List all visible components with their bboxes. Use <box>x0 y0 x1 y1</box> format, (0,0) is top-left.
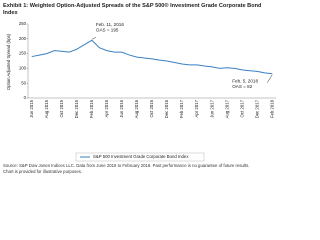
x-tick-label: Apr 2016 <box>104 99 109 117</box>
footer: Chart is provided for illustrative purpo… <box>3 169 82 174</box>
x-tick-label: Jun 2015 <box>29 99 34 117</box>
y-tick-label: 100 <box>19 66 27 71</box>
x-tick-label: Aug 2016 <box>134 99 139 118</box>
y-tick-label: 50 <box>21 80 26 85</box>
annotation: OAS = 195 <box>96 28 119 33</box>
legend-frame <box>75 152 205 162</box>
x-tick-label: Dec 2016 <box>164 99 169 118</box>
x-tick-label: Dec 2017 <box>254 99 259 118</box>
x-tick-label: Dec 2015 <box>74 99 79 118</box>
x-tick-label: Oct 2015 <box>59 99 64 117</box>
x-tick-label: Oct 2016 <box>149 99 154 117</box>
annotation-arrow <box>91 37 96 40</box>
y-tick-label: 0 <box>24 95 27 100</box>
x-tick-label: Feb 2016 <box>89 99 94 118</box>
legend-label: S&P 500 Investment Grade Corporate Bond … <box>93 154 189 159</box>
annotation: Feb. 11, 2016 <box>96 22 124 27</box>
x-tick-label: Feb 2018 <box>269 99 274 118</box>
annotation: OAS = 82 <box>232 84 252 89</box>
x-tick-label: Oct 2017 <box>239 99 244 117</box>
chart: Exhibit 1: Weighted Option-Adjusted Spre… <box>3 2 276 174</box>
y-axis-label: Option Adjusted Spread (bps) <box>6 33 11 90</box>
x-tick-label: Aug 2015 <box>44 99 49 118</box>
y-tick-label: 250 <box>19 21 27 26</box>
y-tick-label: 150 <box>19 51 27 56</box>
x-tick-label: Aug 2017 <box>224 99 229 118</box>
x-tick-label: Jun 2017 <box>209 99 214 117</box>
data-line <box>31 39 273 75</box>
x-tick-label: Apr 2017 <box>194 99 199 117</box>
footer: Source: S&P Dow Jones Indices LLC. Data … <box>3 163 249 168</box>
annotation-arrow <box>267 74 273 83</box>
chart-title: Index <box>3 10 18 16</box>
x-tick-label: Jun 2016 <box>119 99 124 117</box>
chart-title: Exhibit 1: Weighted Option-Adjusted Spre… <box>3 2 262 9</box>
y-tick-label: 200 <box>19 36 27 41</box>
annotation: Feb. 5, 2018 <box>232 79 258 84</box>
x-tick-label: Feb 2017 <box>179 99 184 118</box>
